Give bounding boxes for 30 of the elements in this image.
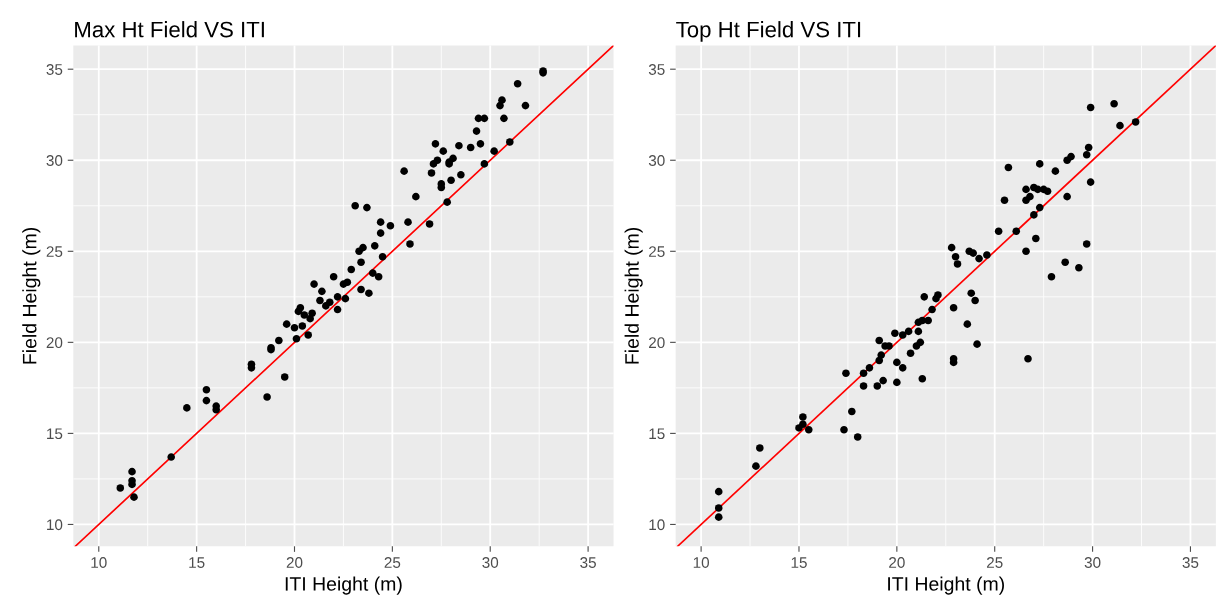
x-axis-title: ITI Height (m) — [888, 576, 1004, 595]
x-tick-label: 35 — [1182, 557, 1199, 568]
y-tick-label: 10 — [47, 519, 63, 531]
y-tick-label: 35 — [648, 64, 665, 75]
y-tick-label: 20 — [649, 337, 665, 349]
x-axis-title: ITI Height (m) — [285, 576, 402, 595]
y-tick-label: 30 — [46, 155, 63, 166]
y-tick-label: 10 — [649, 519, 665, 531]
x-tick-label: 10 — [91, 557, 107, 568]
x-tick-label: 25 — [986, 557, 1003, 568]
x-tick-label: 30 — [1084, 557, 1101, 568]
y-axis-title: Field Height (m) — [624, 227, 643, 364]
x-tick-label: 10 — [693, 557, 710, 568]
y-tick-label: 15 — [47, 428, 63, 440]
x-tick-label: 15 — [791, 557, 807, 568]
y-tick-label: 25 — [46, 246, 63, 257]
x-tick-label: 20 — [889, 557, 905, 568]
chart-title: Top Ht Field VS ITI — [676, 21, 861, 42]
x-tick-label: 15 — [189, 557, 205, 568]
x-tick-label: 25 — [384, 557, 401, 568]
y-tick-label: 25 — [649, 246, 665, 257]
x-tick-label: 35 — [580, 557, 596, 568]
chart-title: Max Ht Field VS ITI — [75, 21, 264, 38]
y-tick-label: 20 — [46, 337, 63, 349]
y-tick-label: 30 — [648, 155, 665, 166]
y-axis-title: Field Height (m) — [22, 227, 41, 364]
x-tick-label: 30 — [482, 557, 499, 568]
y-tick-label: 35 — [46, 64, 63, 75]
y-tick-label: 15 — [649, 428, 665, 440]
x-tick-label: 20 — [286, 557, 303, 568]
